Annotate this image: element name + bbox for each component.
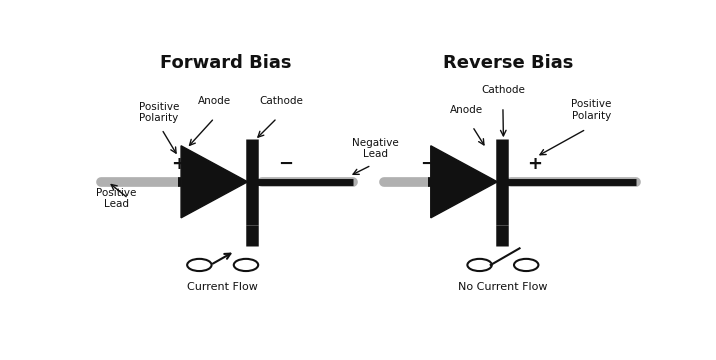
Text: Cathode: Cathode (259, 96, 303, 107)
Text: −: − (420, 155, 435, 173)
Text: Anode: Anode (198, 96, 231, 107)
Text: Positive
Polarity: Positive Polarity (139, 102, 179, 123)
Text: +: + (171, 155, 185, 173)
Text: Forward Bias: Forward Bias (160, 54, 291, 72)
Text: −: − (278, 155, 293, 173)
Text: No Current Flow: No Current Flow (458, 282, 548, 292)
Polygon shape (181, 146, 248, 218)
Text: Positive
Polarity: Positive Polarity (571, 99, 612, 121)
Text: +: + (528, 155, 543, 173)
Text: Cathode: Cathode (481, 85, 525, 95)
Text: Positive
Lead: Positive Lead (96, 188, 136, 209)
Polygon shape (431, 146, 498, 218)
Text: Current Flow: Current Flow (188, 282, 258, 292)
Text: Anode: Anode (450, 105, 483, 115)
Text: Reverse Bias: Reverse Bias (443, 54, 574, 72)
Text: Negative
Lead: Negative Lead (352, 138, 399, 159)
